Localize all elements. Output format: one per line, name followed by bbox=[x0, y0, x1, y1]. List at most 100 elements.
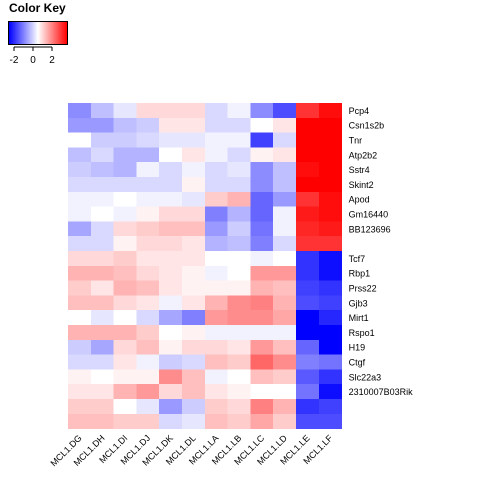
heatmap-cell bbox=[204, 280, 228, 296]
row-label: Pcp4 bbox=[349, 106, 370, 116]
heatmap-cell bbox=[250, 221, 274, 237]
heatmap-cell bbox=[182, 206, 206, 222]
heatmap-cell bbox=[159, 251, 183, 267]
heatmap-cell bbox=[273, 339, 297, 355]
heatmap-cell bbox=[90, 132, 114, 148]
heatmap-cell bbox=[318, 295, 342, 311]
heatmap-cell bbox=[204, 221, 228, 237]
row-label: Gm16440 bbox=[349, 210, 389, 220]
heatmap-cell bbox=[318, 251, 342, 267]
heatmap-cell bbox=[227, 132, 251, 148]
heatmap-cell bbox=[182, 339, 206, 355]
heatmap-cell bbox=[273, 117, 297, 133]
heatmap-cells bbox=[68, 103, 342, 429]
heatmap-cell bbox=[182, 265, 206, 281]
heatmap-cell bbox=[182, 191, 206, 207]
heatmap-cell bbox=[204, 265, 228, 281]
heatmap-cell bbox=[296, 310, 320, 326]
heatmap-cell bbox=[113, 147, 137, 163]
heatmap-cell bbox=[90, 369, 114, 385]
heatmap-cell bbox=[273, 103, 297, 119]
heatmap-cell bbox=[159, 132, 183, 148]
heatmap-cell bbox=[136, 339, 160, 355]
heatmap-cell bbox=[296, 221, 320, 237]
heatmap-cell bbox=[296, 295, 320, 311]
heatmap-cell bbox=[68, 206, 92, 222]
heatmap-cell bbox=[68, 177, 92, 193]
heatmap-cell bbox=[318, 117, 342, 133]
heatmap-cell bbox=[250, 310, 274, 326]
heatmap-cell bbox=[227, 399, 251, 415]
heatmap-cell bbox=[182, 103, 206, 119]
heatmap-cell bbox=[68, 221, 92, 237]
heatmap-cell bbox=[273, 132, 297, 148]
heatmap-cell bbox=[250, 117, 274, 133]
heatmap-cell bbox=[204, 310, 228, 326]
heatmap-cell bbox=[296, 354, 320, 370]
heatmap-cell bbox=[159, 413, 183, 429]
heatmap-cell bbox=[90, 413, 114, 429]
heatmap-cell bbox=[204, 399, 228, 415]
heatmap-cell bbox=[182, 251, 206, 267]
heatmap-cell bbox=[318, 310, 342, 326]
heatmap-cell bbox=[296, 265, 320, 281]
heatmap-cell bbox=[136, 384, 160, 400]
row-label: Prss22 bbox=[349, 284, 377, 294]
heatmap-cell bbox=[159, 265, 183, 281]
color-key: Color Key -2 0 2 bbox=[0, 0, 80, 80]
heatmap-cell bbox=[204, 236, 228, 252]
heatmap-cell bbox=[113, 236, 137, 252]
heatmap-cell bbox=[68, 280, 92, 296]
heatmap-cell bbox=[159, 325, 183, 341]
heatmap-cell bbox=[318, 132, 342, 148]
heatmap-cell bbox=[182, 413, 206, 429]
heatmap-cell bbox=[90, 147, 114, 163]
color-key-title: Color Key bbox=[9, 1, 66, 15]
heatmap-cell bbox=[68, 117, 92, 133]
heatmap-cell bbox=[90, 399, 114, 415]
heatmap-cell bbox=[250, 399, 274, 415]
heatmap-cell bbox=[250, 325, 274, 341]
row-label: Gjb3 bbox=[349, 298, 368, 308]
row-label: Rbp1 bbox=[349, 269, 371, 279]
row-label: Ctgf bbox=[349, 358, 366, 368]
heatmap-cell bbox=[136, 221, 160, 237]
color-key-gradient-bar bbox=[8, 21, 68, 45]
heatmap-cell bbox=[136, 369, 160, 385]
heatmap-cell bbox=[204, 191, 228, 207]
heatmap-cell bbox=[318, 147, 342, 163]
heatmap-cell bbox=[136, 295, 160, 311]
heatmap-cell bbox=[296, 369, 320, 385]
heatmap-cell bbox=[68, 325, 92, 341]
heatmap-cell bbox=[159, 384, 183, 400]
heatmap-cell bbox=[318, 236, 342, 252]
heatmap-cell bbox=[204, 117, 228, 133]
heatmap-cell bbox=[204, 206, 228, 222]
color-key-tick-label: 0 bbox=[30, 55, 36, 66]
heatmap-cell bbox=[159, 191, 183, 207]
heatmap-cell bbox=[250, 236, 274, 252]
heatmap-cell bbox=[90, 384, 114, 400]
heatmap-cell bbox=[296, 399, 320, 415]
heatmap-cell bbox=[318, 384, 342, 400]
heatmap-cell bbox=[227, 354, 251, 370]
heatmap-cell bbox=[250, 206, 274, 222]
row-label: Mirt1 bbox=[349, 313, 369, 323]
heatmap-cell bbox=[68, 162, 92, 178]
heatmap-cell bbox=[182, 399, 206, 415]
heatmap-cell bbox=[68, 369, 92, 385]
heatmap-cell bbox=[273, 251, 297, 267]
heatmap-cell bbox=[296, 103, 320, 119]
heatmap-cell bbox=[273, 191, 297, 207]
heatmap-cell bbox=[159, 117, 183, 133]
heatmap-cell bbox=[204, 251, 228, 267]
heatmap-cell bbox=[90, 280, 114, 296]
heatmap-cell bbox=[182, 384, 206, 400]
heatmap-cell bbox=[227, 221, 251, 237]
heatmap-cell bbox=[318, 339, 342, 355]
heatmap-cell bbox=[68, 236, 92, 252]
heatmap-cell bbox=[227, 384, 251, 400]
heatmap-cell bbox=[273, 399, 297, 415]
heatmap-cell bbox=[250, 265, 274, 281]
heatmap-cell bbox=[68, 147, 92, 163]
